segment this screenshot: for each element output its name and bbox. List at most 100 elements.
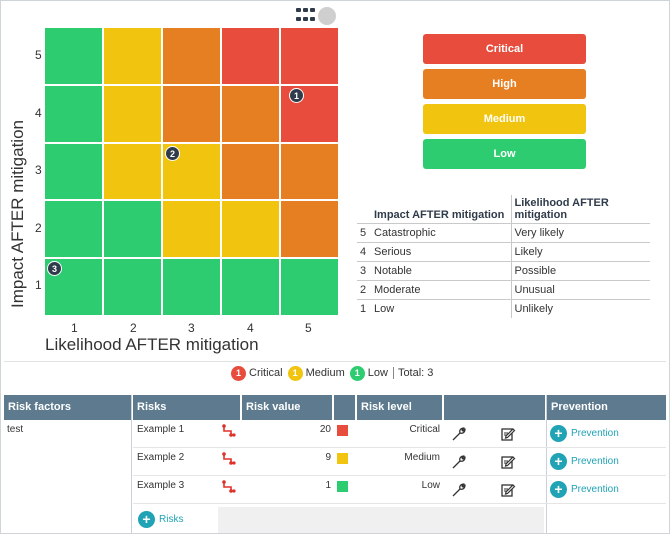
matrix-cell[interactable] bbox=[222, 259, 279, 315]
workflow-icon[interactable] bbox=[221, 423, 236, 438]
add-prevention-button[interactable]: + Prevention bbox=[550, 481, 619, 498]
matrix-cell[interactable] bbox=[104, 85, 161, 142]
description-row: 1 Low Unlikely bbox=[357, 299, 650, 318]
matrix-cell[interactable] bbox=[281, 259, 338, 315]
matrix-cell[interactable] bbox=[45, 201, 102, 258]
header-risk-level: Risk level bbox=[357, 395, 442, 420]
matrix-cell[interactable] bbox=[281, 28, 338, 84]
header-color bbox=[334, 395, 355, 420]
y-axis-label: Impact AFTER mitigation bbox=[8, 120, 27, 309]
wrench-icon[interactable] bbox=[451, 454, 467, 470]
x-tick-label: 4 bbox=[247, 321, 254, 335]
matrix-cell[interactable] bbox=[45, 85, 102, 142]
risk-color-swatch bbox=[337, 453, 348, 464]
matrix-cell[interactable] bbox=[45, 28, 102, 84]
level-medium-button[interactable]: Medium bbox=[423, 104, 586, 134]
header-risk-value: Risk value bbox=[242, 395, 332, 420]
edit-icon[interactable] bbox=[500, 454, 516, 470]
matrix-cell[interactable] bbox=[163, 85, 220, 142]
risk-value: 9 bbox=[325, 452, 331, 463]
likelihood-column-header: Likelihood AFTER mitigation bbox=[510, 195, 650, 224]
y-tick-label: 5 bbox=[35, 48, 42, 62]
likelihood-description: Possible bbox=[510, 261, 650, 281]
impact-description: Notable bbox=[371, 261, 511, 281]
risk-table: Risk factors Risks Risk value Risk level… bbox=[4, 395, 666, 533]
x-tick-label: 2 bbox=[130, 321, 137, 335]
matrix-cell[interactable] bbox=[163, 28, 220, 84]
risk-pin[interactable]: 1 bbox=[289, 87, 304, 103]
likelihood-description: Unlikely bbox=[510, 299, 650, 318]
avatar-circle-icon[interactable] bbox=[318, 7, 336, 25]
matrix-cell[interactable]: 2 bbox=[163, 143, 220, 200]
level-low-button[interactable]: Low bbox=[423, 139, 586, 169]
matrix-cell[interactable] bbox=[163, 259, 220, 315]
workflow-icon[interactable] bbox=[221, 479, 236, 494]
add-prevention-button[interactable]: + Prevention bbox=[550, 453, 619, 470]
section-divider bbox=[4, 361, 666, 362]
count-badge: 1 bbox=[349, 365, 365, 381]
add-risks-button[interactable]: + Risks bbox=[138, 511, 183, 528]
risk-color-swatch bbox=[337, 481, 348, 492]
matrix-cell[interactable] bbox=[163, 201, 220, 258]
risk-name[interactable]: Example 3 bbox=[137, 480, 185, 491]
level-number: 5 bbox=[357, 223, 371, 243]
matrix-cell[interactable] bbox=[281, 201, 338, 258]
matrix-cell[interactable] bbox=[222, 143, 279, 200]
x-tick-label: 5 bbox=[305, 321, 312, 335]
matrix-cell[interactable] bbox=[281, 143, 338, 200]
matrix-cell[interactable] bbox=[104, 28, 161, 84]
x-tick-label: 3 bbox=[188, 321, 195, 335]
y-tick-label: 2 bbox=[35, 221, 42, 235]
level-number: 4 bbox=[357, 242, 371, 262]
risk-level: Low bbox=[421, 480, 440, 491]
description-table: Impact AFTER mitigation Likelihood AFTER… bbox=[357, 195, 650, 318]
edit-icon[interactable] bbox=[500, 482, 516, 498]
summary-label: Low bbox=[367, 367, 388, 379]
summary-label: Medium bbox=[305, 367, 345, 379]
matrix-cell[interactable] bbox=[222, 28, 279, 84]
matrix-cell[interactable]: 1 bbox=[281, 85, 338, 142]
plus-icon: + bbox=[550, 425, 567, 442]
prevention-label: Prevention bbox=[571, 484, 619, 495]
impact-description: Low bbox=[371, 299, 511, 318]
summary-separator bbox=[392, 367, 394, 379]
risk-matrix-grid: 1 2 3 bbox=[45, 28, 338, 315]
apps-grid-icon[interactable] bbox=[296, 8, 316, 24]
level-number: 3 bbox=[357, 261, 371, 281]
description-row: 4 Serious Likely bbox=[357, 242, 650, 262]
edit-icon[interactable] bbox=[500, 426, 516, 442]
wrench-icon[interactable] bbox=[451, 482, 467, 498]
matrix-cell[interactable] bbox=[104, 201, 161, 258]
risk-pin[interactable]: 3 bbox=[47, 261, 62, 277]
matrix-cell[interactable] bbox=[104, 143, 161, 200]
risk-summary: 1 Critical 1 Medium 1 Low Total: 3 bbox=[231, 364, 433, 382]
risk-name[interactable]: Example 1 bbox=[137, 424, 185, 435]
likelihood-description: Unusual bbox=[510, 280, 650, 300]
prevention-label: Prevention bbox=[571, 456, 619, 467]
risk-level: Medium bbox=[404, 452, 440, 463]
y-tick-label: 3 bbox=[35, 163, 42, 177]
impact-description: Serious bbox=[371, 242, 511, 262]
impact-description: Moderate bbox=[371, 280, 511, 300]
matrix-cell[interactable] bbox=[222, 85, 279, 142]
risk-value: 1 bbox=[325, 480, 331, 491]
risk-value: 20 bbox=[319, 424, 331, 435]
x-tick-label: 1 bbox=[71, 321, 78, 335]
matrix-cell[interactable]: 3 bbox=[45, 259, 102, 315]
description-row: 5 Catastrophic Very likely bbox=[357, 223, 650, 243]
wrench-icon[interactable] bbox=[451, 426, 467, 442]
risk-pin[interactable]: 2 bbox=[165, 145, 180, 161]
matrix-cell[interactable] bbox=[45, 143, 102, 200]
summary-total: Total: 3 bbox=[397, 367, 434, 379]
matrix-cell[interactable] bbox=[104, 259, 161, 315]
level-high-button[interactable]: High bbox=[423, 69, 586, 99]
level-critical-button[interactable]: Critical bbox=[423, 34, 586, 64]
plus-icon: + bbox=[138, 511, 155, 528]
level-number: 2 bbox=[357, 280, 371, 300]
add-prevention-button[interactable]: + Prevention bbox=[550, 425, 619, 442]
risk-name[interactable]: Example 2 bbox=[137, 452, 185, 463]
y-tick-label: 1 bbox=[35, 278, 42, 292]
workflow-icon[interactable] bbox=[221, 451, 236, 466]
matrix-cell[interactable] bbox=[222, 201, 279, 258]
summary-label: Critical bbox=[249, 367, 283, 379]
